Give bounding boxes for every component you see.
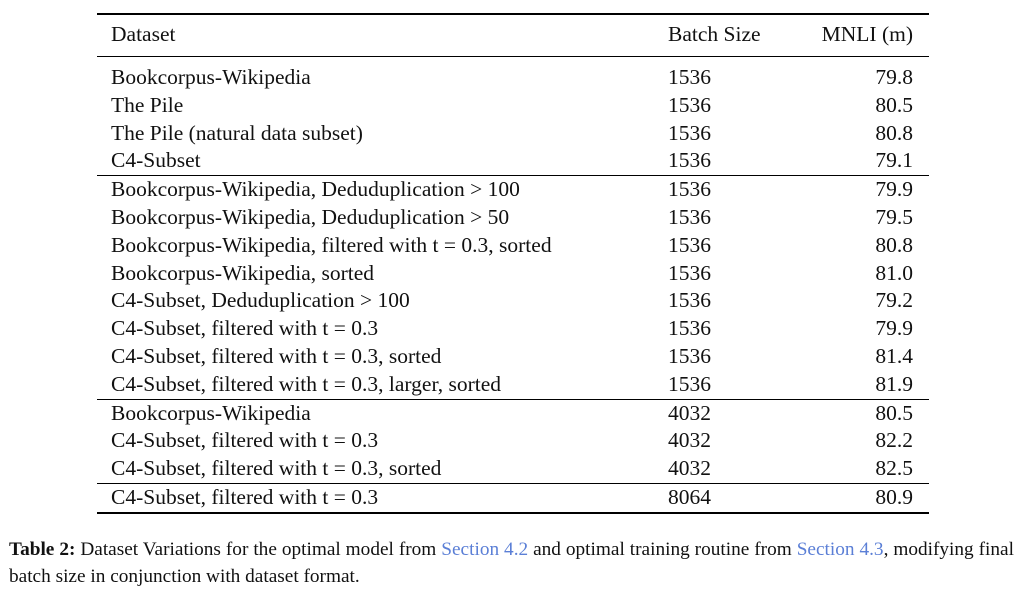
cell-mnli: 80.9 [808,482,929,512]
cell-batch-size: 1536 [668,92,711,117]
cell-dataset: C4-Subset, filtered with t = 0.3, larger… [111,371,502,396]
caption-label: Table 2: [9,539,76,560]
cell-mnli: 80.5 [808,398,929,428]
cell-dataset: The Pile [111,92,184,117]
cell-mnli: 80.5 [875,92,913,117]
cell-dataset: The Pile (natural data subset) [111,120,363,145]
table-row: C4-Subset, filtered with t = 0.3 4032 82.2 [97,427,929,455]
table-row: C4-Subset 1536 79.1 [97,147,929,175]
section-4-3-link[interactable]: Section 4.3 [796,539,884,560]
table-row: Bookcorpus-Wikipedia 1536 79.8 [97,57,929,92]
cell-batch-size: 8064 [668,482,808,512]
cell-dataset: C4-Subset, filtered with t = 0.3 [97,482,668,512]
cell-batch-size: 1536 [668,175,808,204]
cell-batch-size: 1536 [668,260,711,285]
header-row: Dataset Batch Size MNLI (m) [97,15,929,57]
header-dataset: Dataset [97,15,668,57]
cell-dataset: C4-Subset, Deduduplication > 100 [111,288,410,313]
table-row: C4-Subset, filtered with t = 0.3, sorted… [97,343,929,371]
cell-dataset: C4-Subset, filtered with t = 0.3 [111,316,379,341]
caption-text-3: , modifying final batch size in conjunct… [9,539,1014,587]
table-row: Bookcorpus-Wikipedia, Deduduplication > … [97,204,929,232]
cell-mnli: 79.5 [875,204,913,229]
cell-mnli: 80.8 [875,232,913,257]
cell-batch-size: 1536 [668,65,711,89]
cell-dataset: Bookcorpus-Wikipedia, Deduduplication > … [97,175,668,204]
table-row: The Pile 1536 80.5 [97,92,929,120]
cell-mnli: 81.4 [875,343,913,368]
cell-dataset: Bookcorpus-Wikipedia, filtered with t = … [111,232,552,257]
cell-batch-size: 1536 [668,371,711,396]
cell-mnli: 81.9 [875,371,913,396]
cell-dataset: C4-Subset [111,148,201,173]
cell-mnli: 79.1 [875,148,913,173]
header-batch-size: Batch Size [668,15,808,57]
cell-dataset: Bookcorpus-Wikipedia, sorted [111,260,375,285]
header-mnli: MNLI (m) [808,15,929,57]
table-row: Bookcorpus-Wikipedia, Deduduplication > … [97,175,929,204]
cell-batch-size: 1536 [668,316,711,341]
table-row: C4-Subset, Deduduplication > 100 1536 79.2 [97,287,929,315]
table-row: C4-Subset, filtered with t = 0.3, larger… [97,371,929,399]
caption-text-2: and optimal training routine from [533,539,792,560]
cell-batch-size: 1536 [668,120,711,145]
table-row: Bookcorpus-Wikipedia, sorted 1536 81.0 [97,260,929,288]
table-caption: Table 2: Dataset Variations for the opti… [9,537,1014,590]
cell-mnli: 82.2 [875,428,913,453]
cell-batch-size: 4032 [668,456,711,481]
cell-batch-size: 1536 [668,148,711,173]
cell-mnli: 80.8 [875,120,913,145]
cell-mnli: 79.2 [875,288,913,313]
cell-dataset: Bookcorpus-Wikipedia, Deduduplication > … [111,204,510,229]
cell-mnli: 81.0 [875,260,913,285]
cell-mnli: 82.5 [875,456,913,481]
cell-batch-size: 1536 [668,204,711,229]
cell-dataset: Bookcorpus-Wikipedia [111,65,311,89]
table-row: Bookcorpus-Wikipedia 4032 80.5 [97,398,929,428]
cell-batch-size: 4032 [668,398,808,428]
top-rule [97,13,929,15]
cell-mnli: 79.8 [875,65,913,89]
cell-mnli: 79.9 [808,175,929,204]
cell-batch-size: 1536 [668,343,711,368]
section-4-2-link[interactable]: Section 4.2 [441,539,529,560]
cell-batch-size: 1536 [668,288,711,313]
cell-dataset: C4-Subset, filtered with t = 0.3 [111,428,379,453]
bottom-rule [97,511,929,514]
table-row: C4-Subset, filtered with t = 0.3 1536 79.9 [97,315,929,343]
cell-mnli: 79.9 [875,316,913,341]
cell-dataset: Bookcorpus-Wikipedia [97,398,668,428]
table-body: Dataset Batch Size MNLI (m) Bookcorpus-W… [97,15,929,512]
caption-text-1: Dataset Variations for the optimal model… [80,539,437,560]
table-row: Bookcorpus-Wikipedia, filtered with t = … [97,232,929,260]
table-row: C4-Subset, filtered with t = 0.3, sorted… [97,455,929,483]
results-table: Dataset Batch Size MNLI (m) Bookcorpus-W… [97,13,929,514]
cell-dataset: C4-Subset, filtered with t = 0.3, sorted [111,456,442,481]
table-row: The Pile (natural data subset) 1536 80.8 [97,120,929,148]
table-row: C4-Subset, filtered with t = 0.3 8064 80.9 [97,482,929,512]
cell-batch-size: 4032 [668,428,711,453]
cell-dataset: C4-Subset, filtered with t = 0.3, sorted [111,343,442,368]
cell-batch-size: 1536 [668,232,711,257]
